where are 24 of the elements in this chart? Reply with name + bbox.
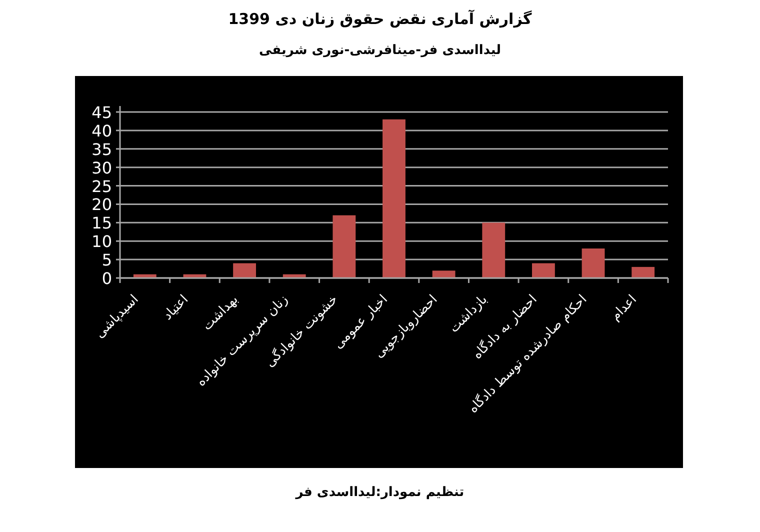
- y-tick-label: 20: [92, 195, 112, 214]
- y-tick-label: 40: [92, 121, 112, 140]
- x-tick-label: اعدام: [608, 292, 640, 324]
- bar: [582, 248, 605, 278]
- bar: [233, 263, 256, 278]
- bar: [382, 119, 406, 278]
- bar: [532, 263, 555, 278]
- x-tick-label: اعتیاد: [160, 292, 192, 324]
- y-tick-label: 25: [92, 176, 112, 196]
- y-tick-label: 10: [92, 232, 112, 252]
- chart-title: گزارش آماری نقض حقوق زنان دی 1399: [228, 9, 532, 28]
- y-tick-label: 15: [92, 214, 112, 233]
- y-tick-label: 0: [102, 269, 112, 288]
- bar: [432, 270, 456, 278]
- chart-subtitle: لیدااسدی فر-مینافرشی-نوری شریفی: [258, 43, 502, 58]
- bar: [632, 266, 655, 278]
- y-tick-label: 30: [92, 158, 112, 178]
- y-tick-label: 45: [92, 103, 112, 122]
- text: تنظیم نمودار:لیدااسدی فر: [294, 485, 464, 500]
- x-tick-label: اسیدپاشی: [92, 292, 142, 342]
- bar: [482, 222, 506, 278]
- bar: [332, 215, 356, 278]
- y-tick-label: 5: [102, 250, 112, 270]
- y-tick-label: 35: [92, 140, 112, 159]
